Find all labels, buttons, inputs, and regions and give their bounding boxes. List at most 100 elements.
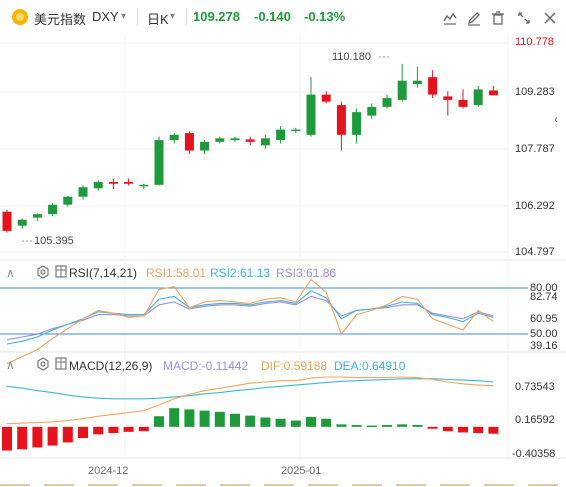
macd-value: MACD:-0.11442 [163, 359, 249, 373]
indicator-icon[interactable] [440, 8, 460, 28]
symbol-code[interactable]: DXY [92, 9, 119, 24]
candle-body [488, 90, 498, 96]
interval-dropdown-icon[interactable]: ▾ [170, 11, 176, 22]
candle-body [108, 182, 118, 184]
candle-body [276, 129, 286, 141]
settings-gear-icon[interactable] [36, 357, 50, 374]
rsi1-line [6, 278, 494, 365]
rsi-axis-label: 60.95 [530, 313, 558, 325]
rsi2-value: RSI2:61.13 [210, 266, 271, 280]
candle-body [200, 141, 210, 151]
divider [186, 8, 187, 25]
fullscreen-icon[interactable] [514, 8, 534, 28]
settings-gear-icon[interactable] [36, 265, 50, 282]
macd-histogram-bar [458, 426, 468, 433]
macd-histogram-bar [321, 418, 332, 427]
dollar-coin-icon [12, 9, 28, 25]
candle-body [230, 138, 240, 141]
candle-body [169, 134, 179, 141]
candle-body [260, 138, 270, 146]
macd-axis-label: 0.16592 [515, 414, 555, 426]
macd-histogram-bar [275, 418, 286, 427]
rsi3-value: RSI3:61.86 [276, 266, 337, 280]
interval-selector[interactable]: 日K [147, 12, 169, 27]
candle-body [397, 80, 407, 100]
price-axis-label: 104.797 [515, 246, 555, 258]
rsi-axis-label: 80.00 [530, 282, 558, 294]
rsi-title: RSI(7,14,21) [69, 266, 138, 280]
rsi2-line [6, 290, 494, 345]
candle-body [124, 182, 134, 184]
macd-title: MACD(12,26,9) [69, 359, 153, 373]
candle-body [63, 196, 73, 205]
candle-body [184, 133, 194, 151]
symbol-name[interactable]: 美元指数 [34, 12, 87, 27]
macd-histogram-bar [17, 426, 28, 450]
macd-histogram-bar [138, 426, 149, 432]
candle-body [336, 105, 346, 135]
close-icon[interactable] [540, 8, 560, 28]
candle-body [428, 77, 438, 95]
high-annotation: 110.180 [332, 51, 371, 63]
candle-body [93, 182, 103, 189]
macd-histogram-bar [290, 420, 301, 427]
collapse-icon[interactable]: ∧ [6, 266, 15, 280]
macd-histogram-bar [260, 417, 271, 427]
dea-line [6, 378, 494, 400]
macd-histogram-bar [336, 424, 347, 427]
macd-histogram-bar [382, 424, 392, 427]
macd-histogram-bar [2, 426, 12, 451]
candle-body [458, 99, 468, 107]
candle-body [139, 184, 149, 187]
toolbar: 美元指数 DXY ▾ 日K ▾ 109.278 -0.140 -0.13% [0, 0, 566, 34]
draw-pen-icon[interactable] [464, 8, 484, 28]
candle-body [78, 187, 88, 197]
candle-body [443, 96, 453, 100]
candle-body [32, 214, 42, 218]
macd-histogram-bar [78, 426, 88, 439]
price-axis-label: 106.292 [515, 200, 555, 212]
time-axis-label: 2025-01 [281, 465, 322, 477]
price-axis-label: 107.787 [515, 143, 555, 155]
candle-body [382, 98, 392, 107]
candle-body [245, 139, 255, 142]
macd-histogram-bar [93, 426, 104, 435]
macd-histogram-bar [230, 413, 240, 427]
collapse-icon[interactable]: ∧ [6, 358, 15, 372]
price-change: -0.140 [254, 9, 291, 24]
indicator-table-icon[interactable] [55, 265, 67, 281]
macd-histogram-bar [397, 424, 408, 427]
macd-histogram-bar [184, 409, 195, 427]
macd-histogram-bar [108, 426, 119, 434]
dif-line [6, 376, 494, 425]
macd-histogram-bar [442, 426, 453, 432]
macd-histogram-bar [47, 426, 58, 446]
dif-value: DIF:0.59188 [261, 359, 328, 373]
rsi-axis-label: 50.00 [530, 328, 558, 340]
candle-body [321, 94, 331, 102]
macd-axis-label: 0.73543 [515, 381, 555, 393]
last-price: 109.278 [193, 9, 240, 24]
indicator-table-icon[interactable] [55, 357, 67, 373]
macd-histogram-bar [199, 410, 210, 427]
macd-histogram-bar [62, 426, 73, 443]
candle-body [306, 94, 316, 135]
rsi-axis-label: 82.74 [530, 291, 558, 303]
macd-histogram-bar [154, 416, 164, 427]
price-axis-label-high: 110.778 [515, 36, 554, 48]
candle-body [154, 140, 164, 185]
chevron-left-icon[interactable]: ‹ [554, 112, 558, 126]
symbol-dropdown-icon[interactable]: ▾ [121, 11, 127, 22]
macd-histogram-bar [214, 411, 225, 427]
trash-icon[interactable] [488, 8, 508, 28]
macd-histogram-bar [169, 408, 180, 427]
price-axis-label: 109.283 [515, 86, 555, 98]
candle-body [48, 204, 58, 215]
candle-body [291, 129, 301, 132]
macd-histogram-bar [366, 425, 377, 428]
candle-body [17, 219, 27, 226]
price-change-pct: -0.13% [304, 9, 346, 24]
macd-histogram-bar [427, 426, 438, 429]
macd-histogram-bar [306, 416, 316, 427]
